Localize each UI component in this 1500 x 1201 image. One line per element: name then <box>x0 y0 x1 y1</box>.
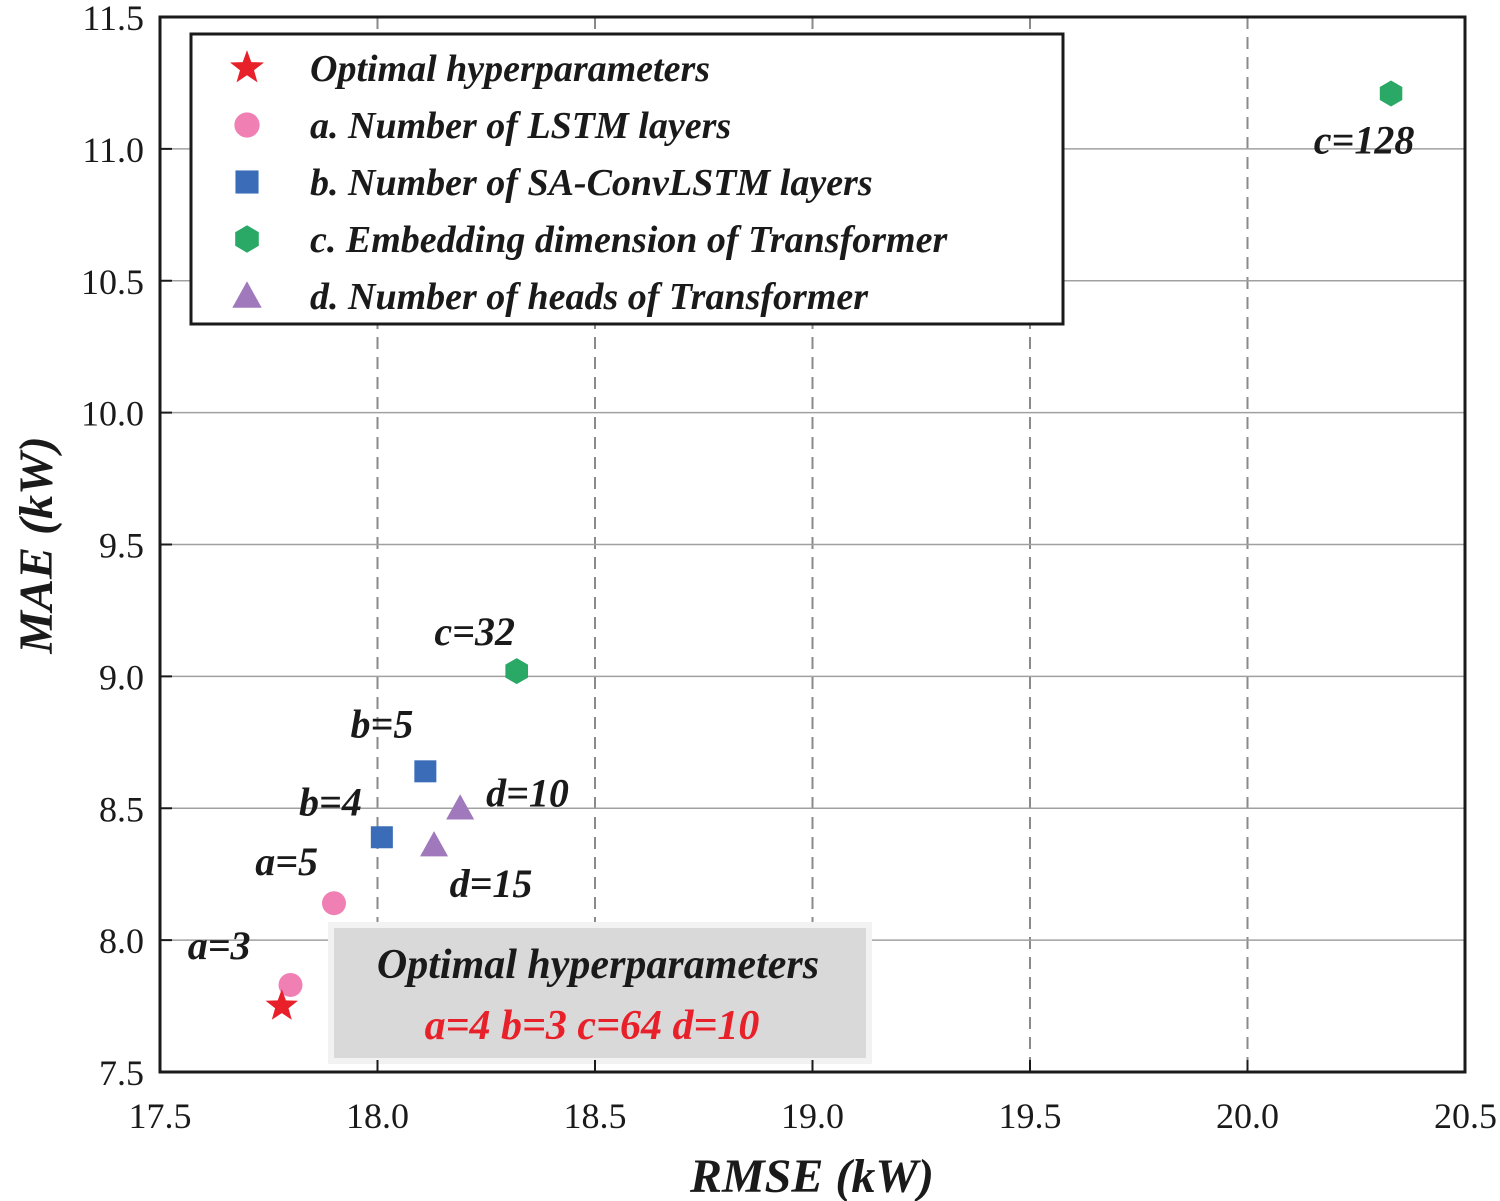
point-label: d=10 <box>486 770 569 815</box>
y-tick-label: 8.0 <box>99 921 144 961</box>
legend-marker-optimal <box>230 50 264 83</box>
data-point-a <box>278 972 303 997</box>
legend: Optimal hyperparameters a. Number of LSTM… <box>189 32 1065 326</box>
point-label: c=128 <box>1314 117 1415 162</box>
data-point-b <box>370 826 393 849</box>
legend-box <box>189 32 1065 326</box>
data-point-c <box>505 658 528 685</box>
optimal-annotation-box: Optimal hyperparameters a=4 b=3 c=64 d=1… <box>328 922 872 1064</box>
y-tick-label: 8.5 <box>99 789 144 829</box>
annotation-values: a=4 b=3 c=64 d=10 <box>425 1003 760 1049</box>
y-tick-label: 10.0 <box>81 394 144 434</box>
point-label: b=5 <box>351 701 414 746</box>
y-axis-title: MAE (kW) <box>10 436 63 654</box>
legend-marker-c <box>235 225 259 253</box>
data-point-d <box>446 794 475 820</box>
point-label: b=4 <box>299 779 362 824</box>
point-label: a=3 <box>188 923 251 968</box>
legend-label: a. Number of LSTM layers <box>310 105 731 147</box>
legend-label: c. Embedding dimension of Transformer <box>310 219 948 261</box>
data-point-d <box>420 831 449 857</box>
legend-label: Optimal hyperparameters <box>310 48 710 90</box>
data-point-a <box>322 891 346 916</box>
x-axis-title: RMSE (kW) <box>689 1150 934 1201</box>
legend-label: b. Number of SA-ConvLSTM layers <box>310 162 873 204</box>
x-tick-label: 17.5 <box>129 1096 192 1136</box>
annotation-box <box>334 928 866 1058</box>
y-tick-label: 7.5 <box>99 1053 144 1093</box>
x-tick-label: 19.5 <box>999 1096 1062 1136</box>
axis-ticks: 17.5 18.0 18.5 19.0 19.5 20.0 20.5 7.5 8.0 8.5 9.0… <box>81 0 1497 1136</box>
legend-marker-d <box>232 281 262 308</box>
point-label: d=15 <box>450 861 533 906</box>
x-tick-label: 18.0 <box>346 1096 409 1136</box>
point-label: c=32 <box>434 609 515 654</box>
legend-marker-b <box>235 170 259 194</box>
x-tick-label: 18.5 <box>564 1096 627 1136</box>
y-tick-label: 9.5 <box>99 526 144 566</box>
x-tick-label: 19.0 <box>781 1096 844 1136</box>
y-tick-label: 11.0 <box>82 130 144 170</box>
point-label: a=5 <box>255 839 318 884</box>
data-points <box>265 80 1403 1020</box>
y-tick-label: 11.5 <box>82 0 144 38</box>
legend-marker-a <box>234 112 260 138</box>
point-labels: a=3a=5 b=4 b=5 c=32 c=128 d=15 d=10 <box>188 117 1415 967</box>
data-point-c <box>1379 80 1403 107</box>
optimal-point <box>265 989 298 1020</box>
x-tick-label: 20.5 <box>1434 1096 1497 1136</box>
y-tick-label: 10.5 <box>81 262 144 302</box>
x-tick-label: 20.0 <box>1216 1096 1279 1136</box>
annotation-title: Optimal hyperparameters <box>377 942 819 988</box>
legend-label: d. Number of heads of Transformer <box>310 276 869 318</box>
y-tick-label: 9.0 <box>99 657 144 697</box>
data-point-b <box>414 760 437 783</box>
